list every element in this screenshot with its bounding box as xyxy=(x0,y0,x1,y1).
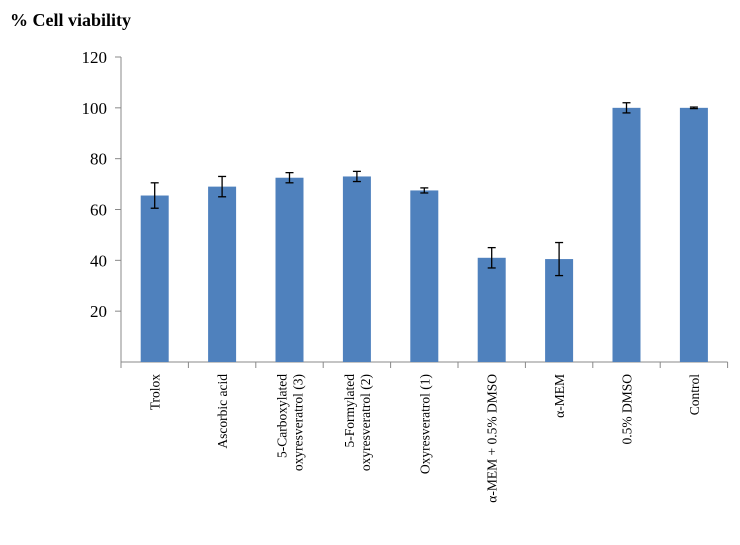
error-bar xyxy=(150,182,159,209)
x-category-label: 0.5% DMSO xyxy=(620,374,635,445)
bar xyxy=(612,107,641,362)
x-category-label: Trolox xyxy=(148,374,163,411)
x-category-label: Control xyxy=(687,374,702,416)
bar xyxy=(208,186,237,362)
y-tick-labels: 20 40 60 80 100 120 xyxy=(82,48,108,321)
error-bar xyxy=(622,102,631,114)
x-category-label: α-MEM xyxy=(552,374,567,418)
x-category-label: Ascorbic acid xyxy=(215,374,230,449)
bar xyxy=(410,190,439,362)
error-bar xyxy=(487,246,496,269)
x-category-label: oxyresveratrol (3) xyxy=(291,374,306,471)
x-category-label: 5-Formylated xyxy=(342,374,357,448)
x-category-labels: Trolox Ascorbic acid 5-Carboxylated oxyresv… xyxy=(148,374,702,503)
chart-error-bars xyxy=(150,102,698,277)
bar xyxy=(140,195,169,362)
bar xyxy=(679,107,708,362)
bar xyxy=(477,257,506,362)
error-bar xyxy=(689,106,698,110)
bar xyxy=(275,177,304,362)
y-tick-label: 60 xyxy=(90,201,107,220)
y-tick-label: 80 xyxy=(90,150,107,169)
y-tick-label: 20 xyxy=(90,302,107,321)
x-category-label: α-MEM + 0.5% DMSO xyxy=(485,374,500,503)
chart-bars xyxy=(140,107,708,362)
error-bar xyxy=(420,187,429,194)
x-category-label: Oxyresveratrol (1) xyxy=(417,374,432,474)
error-bar xyxy=(218,175,227,198)
bar xyxy=(342,176,371,362)
error-bar xyxy=(285,171,294,184)
y-tick-label: 100 xyxy=(82,99,108,118)
x-category-label: oxyresveratrol (2) xyxy=(358,374,373,471)
y-tick-label: 120 xyxy=(82,48,108,67)
y-tick-label: 40 xyxy=(90,251,107,270)
error-bar xyxy=(352,170,361,183)
x-category-label: 5-Carboxylated xyxy=(275,374,290,458)
error-bar xyxy=(555,241,564,277)
y-axis-title: % Cell viability xyxy=(10,10,131,30)
